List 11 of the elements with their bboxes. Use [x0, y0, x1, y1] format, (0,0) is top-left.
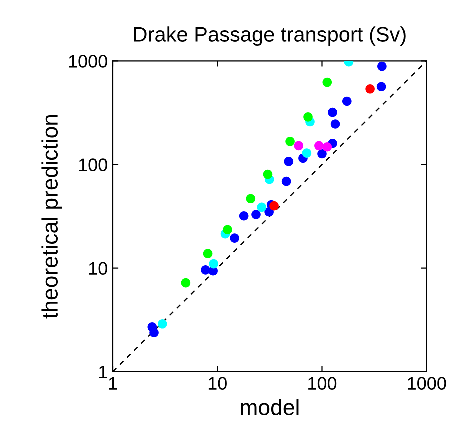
x-tick-label: 10 — [208, 377, 227, 390]
x-tick-label: 1 — [109, 377, 118, 390]
x-tick-label: 1000 — [408, 377, 446, 390]
x-tick-label: 100 — [308, 377, 337, 390]
x-axis-title: model — [241, 399, 299, 416]
y-axis-title: theoretical prediction — [42, 115, 62, 319]
chart-title: Drake Passage transport (Sv) — [134, 26, 406, 46]
y-tick-label: 1000 — [69, 55, 108, 68]
y-tick-label: 100 — [79, 158, 108, 172]
y-tick-label: 1 — [99, 366, 108, 378]
y-tick-label: 10 — [89, 262, 108, 276]
